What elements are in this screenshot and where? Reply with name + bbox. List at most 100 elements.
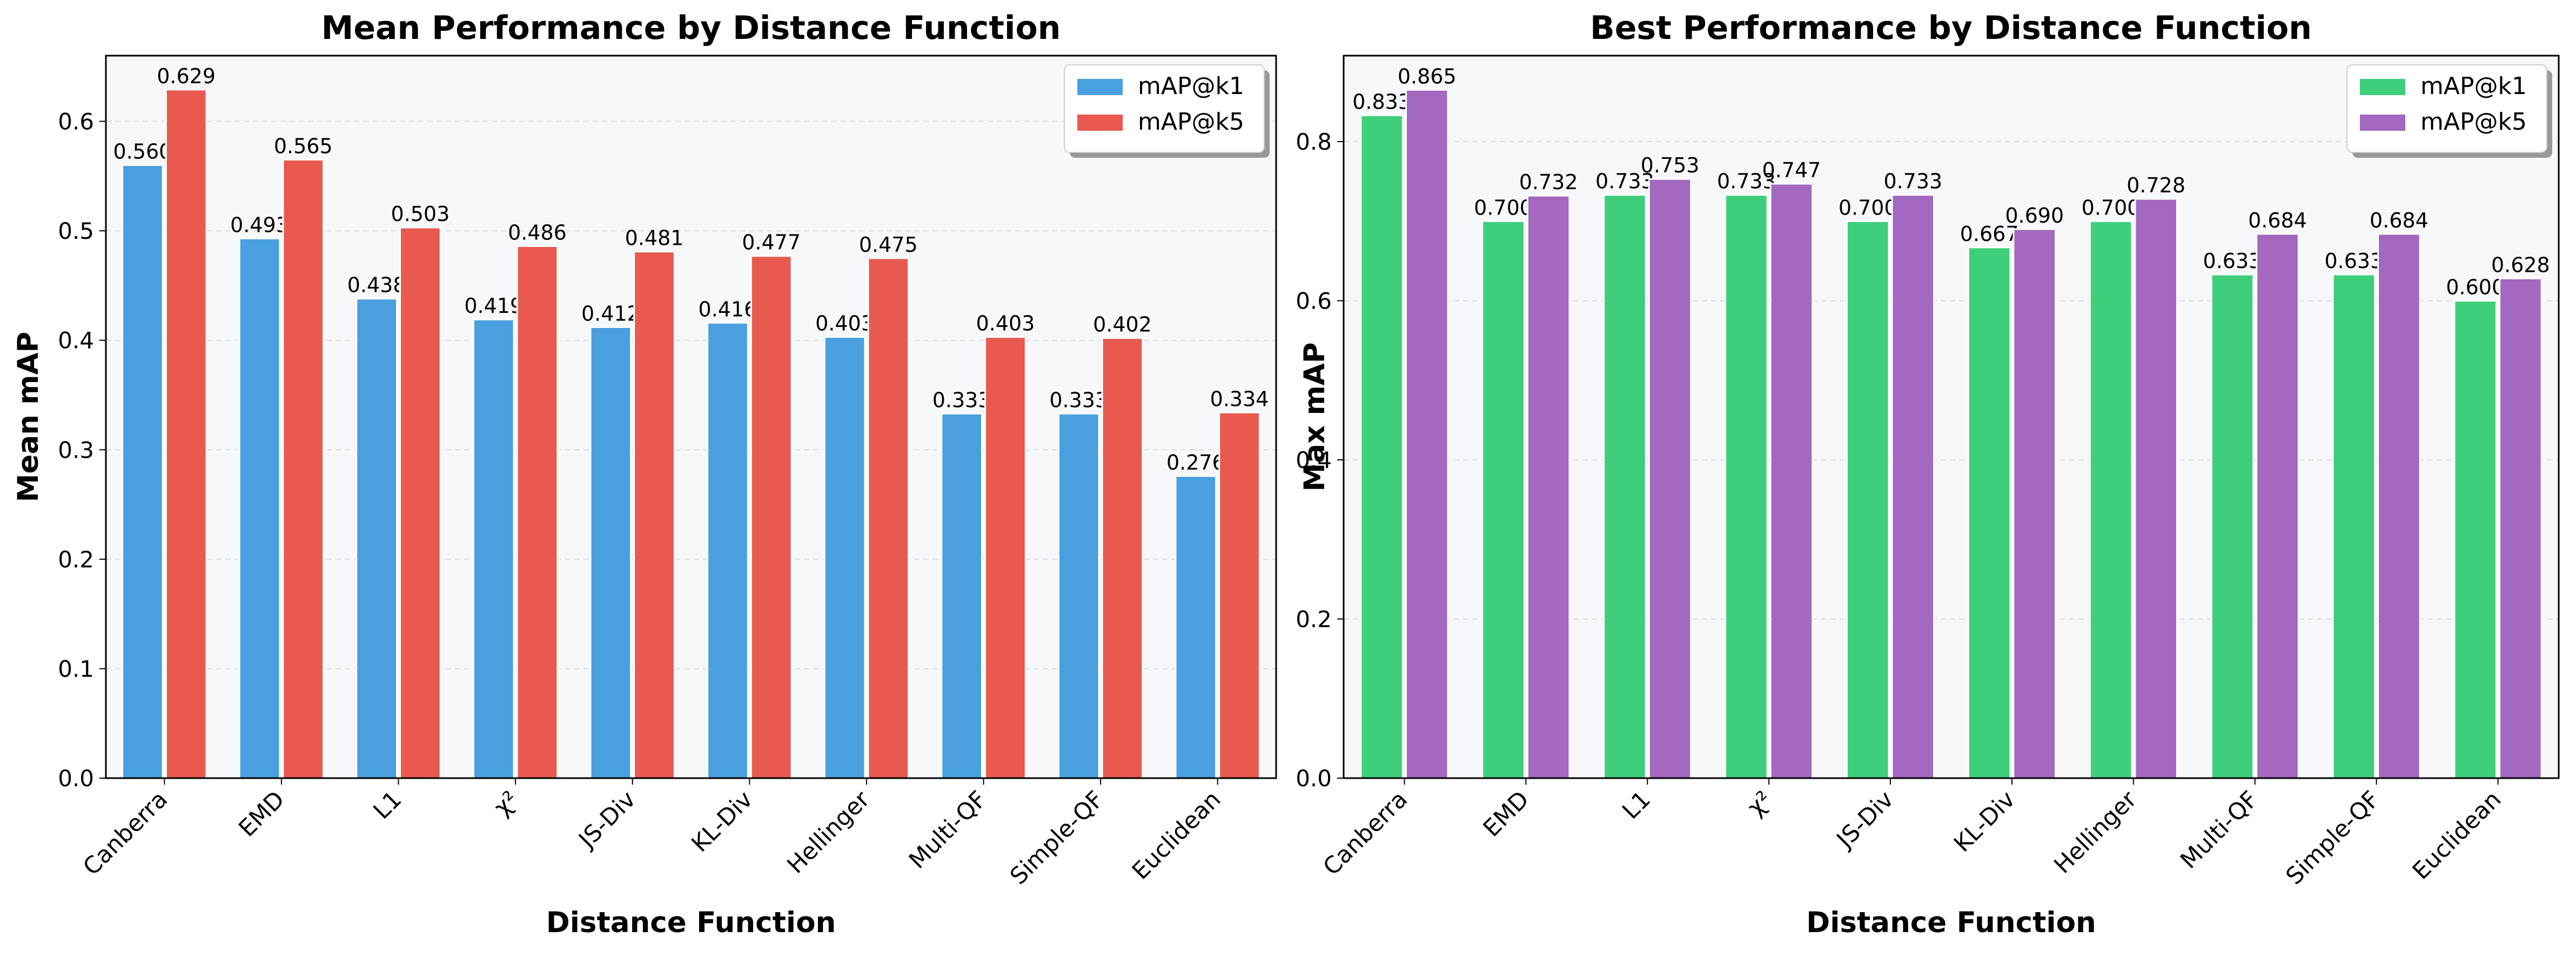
y-axis-label: Max mAP	[1298, 342, 1331, 491]
plot-area	[106, 56, 1276, 778]
bar-value-label: 0.728	[2126, 173, 2185, 197]
bar	[1360, 114, 1404, 779]
mean-performance-panel: 0.0 0.1 0.2 0.3 0.4 0.5 0.6 0.560 0.493 0.438 0.41…	[12, 9, 1277, 939]
bar-value-label: 0.486	[508, 220, 567, 244]
bar	[2013, 228, 2057, 779]
legend-swatch	[2360, 115, 2405, 131]
bar	[399, 226, 441, 779]
y-tick-label: 0.2	[58, 546, 94, 573]
bar	[165, 89, 207, 779]
bar	[1891, 194, 1935, 779]
bar-value-label: 0.600	[2446, 276, 2505, 299]
legend-swatch	[1077, 115, 1123, 131]
bar	[633, 251, 675, 779]
bar-value-label: 0.438	[347, 273, 406, 297]
bar	[1526, 195, 1571, 779]
bar	[750, 255, 793, 779]
y-tick-label: 0.4	[58, 327, 94, 354]
bar-value-label: 0.402	[1093, 313, 1152, 337]
bar-value-label: 0.503	[391, 202, 450, 226]
bar-value-label: 0.733	[1717, 170, 1776, 193]
bar-value-label: 0.416	[699, 297, 757, 321]
legend-swatch	[1077, 79, 1123, 95]
y-tick-label: 0.4	[1296, 447, 1332, 473]
bar-value-label: 0.732	[1519, 170, 1578, 194]
bar-value-label: 0.560	[113, 140, 172, 164]
bar	[1175, 475, 1217, 779]
bar-value-label: 0.475	[859, 233, 918, 257]
bar-value-label: 0.633	[2324, 249, 2383, 273]
chart-title: Mean Performance by Distance Function	[321, 9, 1061, 47]
legend: mAP@k1 mAP@k5	[1064, 64, 1265, 153]
bar-value-label: 0.684	[2370, 209, 2429, 232]
y-tick-label: 0.5	[58, 218, 94, 244]
bar	[282, 158, 325, 779]
bar	[1481, 220, 1525, 779]
y-tick-label: 0.2	[1296, 606, 1332, 633]
legend-label: mAP@k1	[2420, 72, 2527, 100]
bar-value-label: 0.481	[625, 226, 684, 250]
bar-value-label: 0.403	[976, 312, 1035, 336]
y-axis-label: Mean mAP	[12, 332, 45, 503]
x-axis-label: Distance Function	[546, 906, 836, 939]
bar	[2453, 300, 2498, 779]
bar-value-label: 0.628	[2491, 253, 2550, 277]
bar-value-label: 0.700	[1474, 196, 1533, 219]
bar	[984, 336, 1027, 779]
legend: mAP@k1 mAP@k5	[2346, 64, 2547, 153]
y-tick-label: 0.3	[58, 437, 94, 463]
bar	[941, 412, 983, 779]
bar-value-label: 0.690	[2005, 204, 2064, 227]
bar	[867, 257, 910, 779]
bar-value-label: 0.700	[1839, 196, 1897, 219]
bar	[1967, 246, 2011, 779]
bar	[1218, 411, 1260, 779]
bar-value-label: 0.667	[1960, 222, 2019, 246]
bar	[238, 237, 281, 779]
bar-value-label: 0.833	[1352, 90, 1411, 113]
axes-frame	[105, 55, 1277, 779]
chart-title: Best Performance by Distance Function	[1590, 9, 2312, 47]
bar-value-label: 0.747	[1762, 158, 1821, 182]
plot-area	[1344, 56, 2559, 778]
bar	[707, 322, 749, 779]
bar-value-label: 0.477	[742, 231, 801, 255]
bar-value-label: 0.276	[1166, 451, 1225, 474]
bar-value-label: 0.403	[815, 312, 874, 336]
bar	[355, 298, 398, 779]
bar-value-label: 0.419	[464, 294, 523, 318]
bar	[1603, 194, 1647, 779]
bar	[472, 318, 515, 779]
bar-value-label: 0.753	[1641, 153, 1700, 177]
bar	[516, 245, 559, 779]
bar	[2377, 233, 2421, 779]
legend-swatch	[2360, 79, 2405, 95]
bar	[2089, 220, 2133, 779]
bar-value-label: 0.412	[581, 302, 640, 325]
bar-value-label: 0.865	[1398, 64, 1457, 88]
legend-label: mAP@k5	[2420, 108, 2527, 136]
bar	[823, 336, 866, 779]
bar-value-label: 0.684	[2248, 209, 2307, 232]
bar	[1057, 412, 1100, 779]
y-tick-label: 0.0	[58, 765, 94, 792]
bar-value-label: 0.633	[2203, 249, 2262, 273]
best-performance-panel: 0.0 0.2 0.4 0.6 0.8 0.833 0.700 0.733 0.733 0.700…	[1296, 9, 2560, 939]
bar	[122, 164, 164, 779]
bar	[1405, 89, 1449, 779]
y-tick-label: 0.8	[1296, 129, 1332, 155]
bar	[2332, 273, 2376, 779]
y-tick-label: 0.1	[58, 655, 94, 682]
bar	[1846, 220, 1890, 779]
bar-value-label: 0.493	[230, 213, 289, 237]
bar-value-label: 0.334	[1210, 387, 1269, 411]
y-tick-label: 0.6	[58, 109, 94, 135]
bar	[589, 326, 632, 779]
axes-frame	[1343, 55, 2560, 779]
y-tick-label: 0.6	[1296, 288, 1332, 314]
bar	[1101, 337, 1144, 779]
legend-label: mAP@k5	[1138, 108, 1244, 136]
bar-value-label: 0.733	[1595, 170, 1654, 193]
y-tick-label: 0.0	[1296, 765, 1332, 792]
